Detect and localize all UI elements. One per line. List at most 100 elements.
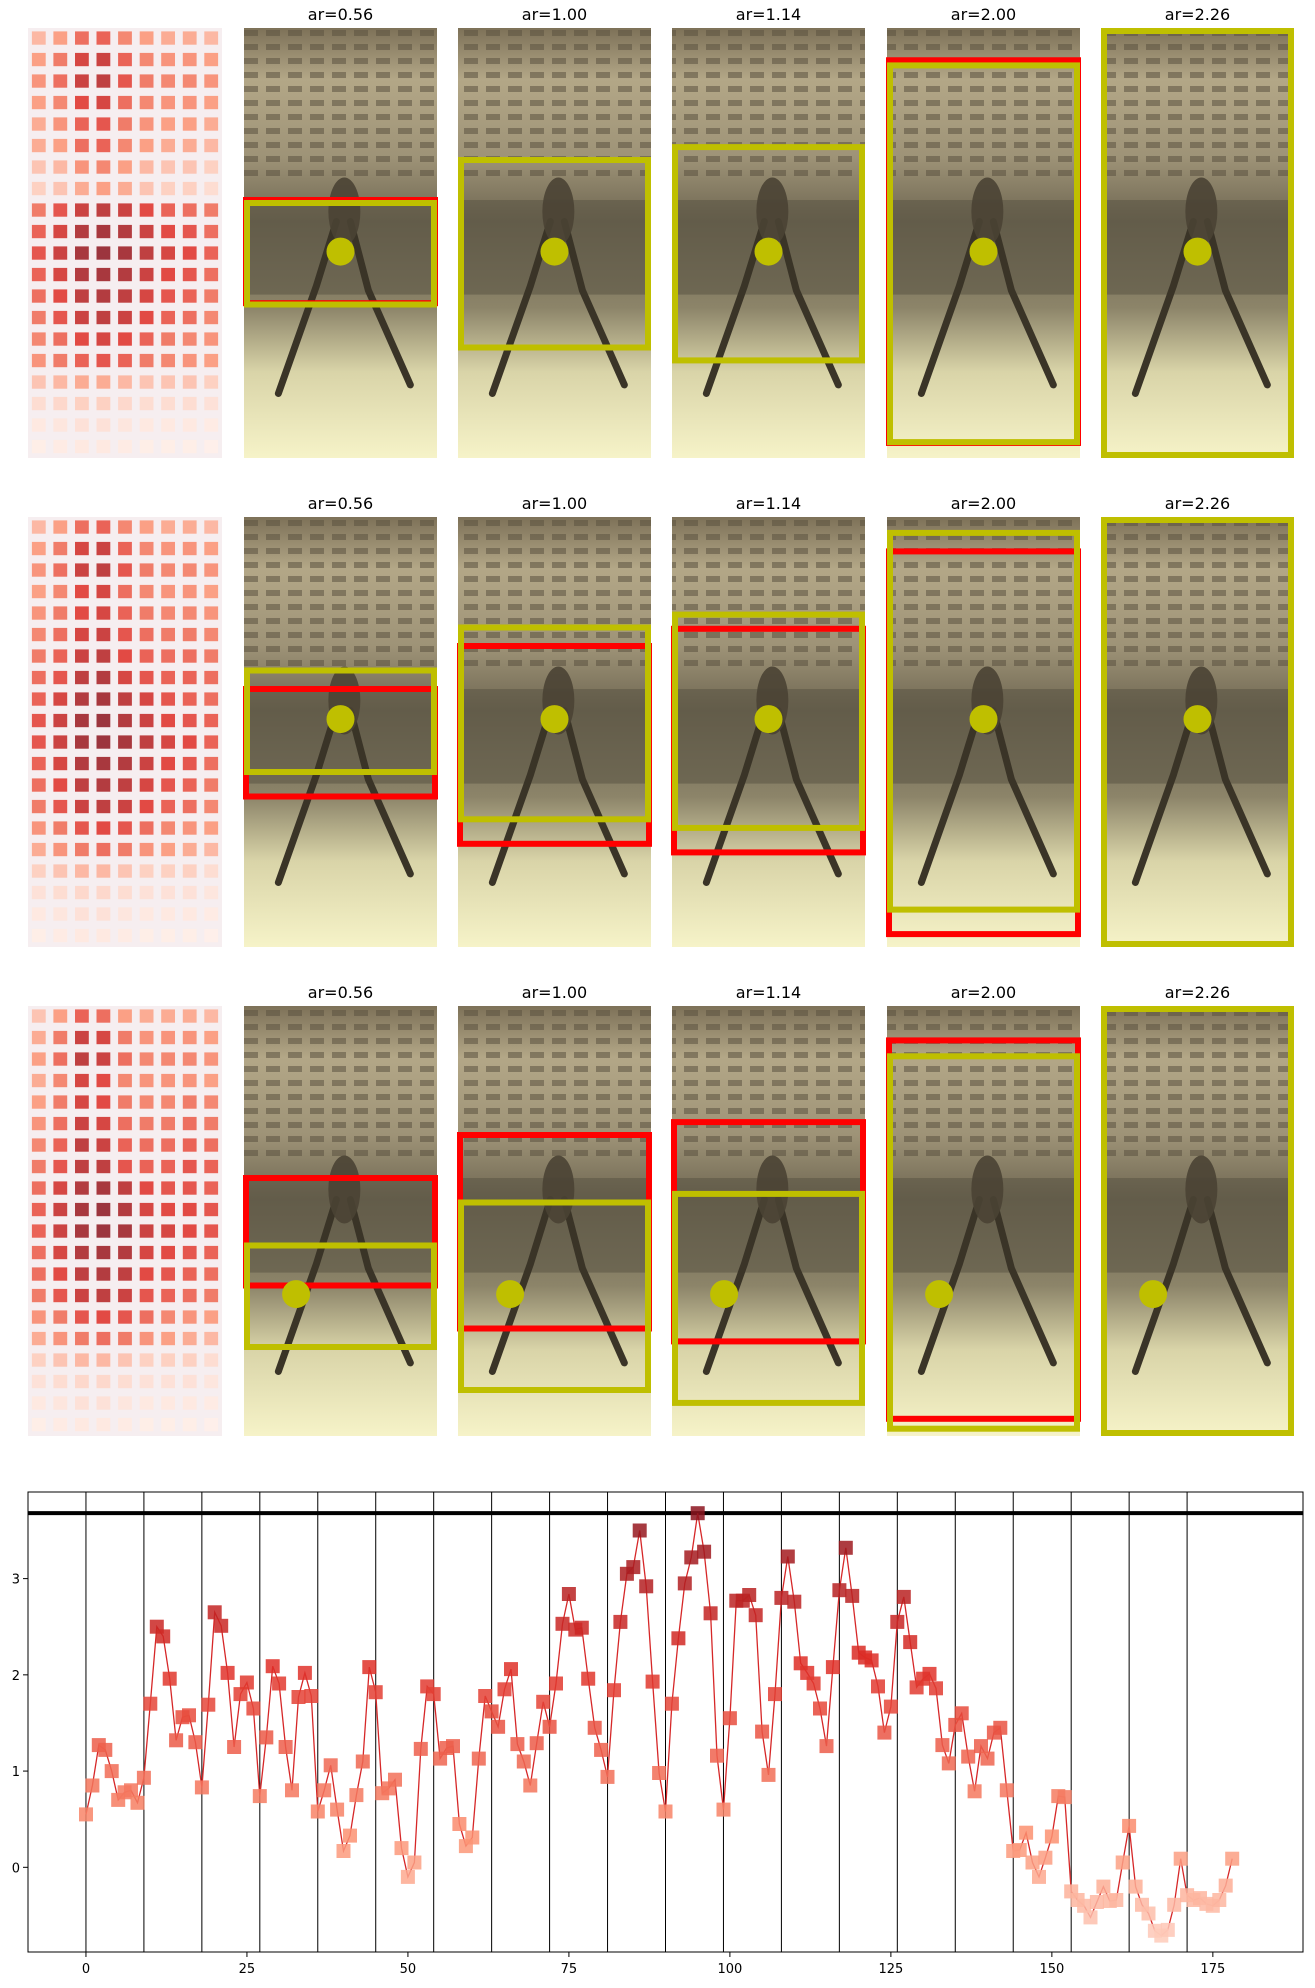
heatmap-cell [96, 1181, 111, 1195]
heatmap-cell [139, 1181, 154, 1195]
heatmap-cell [139, 670, 154, 685]
yellow-box [244, 667, 437, 775]
heatmap-cell [96, 1073, 111, 1088]
data-point [961, 1749, 976, 1764]
heatmap-cell [96, 778, 111, 792]
heatmap-cell [31, 756, 46, 771]
heatmap-cell [204, 1202, 219, 1217]
data-point [941, 1756, 956, 1771]
heatmap-cell [161, 332, 175, 346]
heatmap-cell [53, 52, 68, 67]
heatmap-cell [182, 332, 197, 346]
heatmap-cell [96, 418, 111, 432]
heatmap-cell [161, 1052, 175, 1066]
heatmap-cell [96, 692, 111, 706]
data-point [182, 1708, 196, 1723]
heatmap-cell [204, 1331, 219, 1346]
heatmap-cell [31, 396, 46, 411]
heatmap-cell [182, 1245, 197, 1260]
data-point [433, 1751, 448, 1766]
data-point [201, 1697, 216, 1712]
heatmap-cell [161, 1267, 175, 1281]
heatmap-cell [182, 439, 197, 454]
heatmap-cell [31, 310, 46, 325]
heatmap-cell [139, 310, 154, 325]
data-point [497, 1682, 512, 1697]
heatmap-cell [161, 1202, 175, 1217]
heatmap-cell [118, 1159, 132, 1174]
heatmap-cell [161, 885, 175, 900]
yellow-box [672, 611, 865, 831]
panel-r3-c2: ar=1.00 [457, 983, 652, 1436]
heatmap-cell [31, 1267, 46, 1281]
heatmap-cell [75, 520, 89, 534]
heatmap-cell [204, 842, 219, 857]
heatmap-cell [161, 31, 175, 45]
heatmap-cell [31, 246, 46, 260]
heatmap-cell [139, 821, 154, 835]
y-tick-label: 3 [12, 1573, 20, 1588]
heatmap-cell [204, 713, 219, 728]
data-point [162, 1671, 177, 1686]
stands-texture [887, 517, 1080, 672]
data-point [156, 1629, 171, 1644]
heatmap-cell [31, 203, 46, 217]
heatmap-cell [31, 1245, 46, 1260]
data-point [143, 1696, 158, 1711]
heatmap-cell [161, 606, 175, 620]
heatmap-cell [96, 203, 111, 217]
heatmap-cell [204, 864, 219, 878]
heatmap-cell [75, 203, 89, 217]
heatmap-cell [31, 1331, 46, 1346]
heatmap-cell [118, 1009, 132, 1023]
heatmap-cell [204, 1181, 219, 1195]
heatmap-cell [139, 1095, 154, 1109]
heatmap-cell [118, 289, 132, 303]
data-point [755, 1724, 770, 1739]
stands-texture [1101, 517, 1294, 672]
heatmap-cell [182, 821, 197, 835]
heatmap-cell [75, 606, 89, 620]
heatmap-cell [96, 756, 111, 771]
heatmap-cell [204, 627, 219, 642]
heatmap-cell [53, 1224, 68, 1238]
heatmap-cell [204, 649, 219, 663]
heatmap-cell [53, 160, 68, 174]
heatmap-cell [75, 52, 89, 67]
heatmap-cell [204, 267, 219, 282]
heatmap-cell [161, 821, 175, 835]
heatmap-cell [204, 1245, 219, 1260]
data-point [652, 1766, 667, 1780]
panel-r3-c4: ar=2.00 [886, 983, 1081, 1436]
heatmap-cell [161, 584, 175, 599]
heatmap-cell [139, 1073, 154, 1088]
heatmap-cell [75, 1138, 89, 1152]
data-point [523, 1778, 538, 1793]
heatmap-cell [31, 821, 46, 835]
heatmap-cell [75, 1159, 89, 1174]
face-marker [1183, 705, 1212, 734]
yellow-box [1101, 1006, 1294, 1436]
heatmap-cell [161, 1331, 175, 1346]
heatmap-cell [53, 584, 68, 599]
data-point [349, 1788, 364, 1803]
heatmap-cell [96, 821, 111, 835]
heatmap-cell [96, 1116, 111, 1131]
data-point [877, 1725, 892, 1740]
data-point [220, 1665, 235, 1680]
heatmap-cell [182, 563, 197, 577]
heatmap-cell [182, 842, 197, 857]
heatmap-cell [31, 1073, 46, 1088]
heatmap-cell [182, 1009, 197, 1023]
data-point [362, 1660, 377, 1675]
heatmap-cell [161, 203, 175, 217]
data-point [607, 1683, 621, 1698]
data-point [1032, 1869, 1046, 1884]
heatmap-cell [182, 864, 197, 878]
heatmap-cell [161, 713, 175, 728]
player-torso [756, 177, 789, 246]
panel-r3-c3: ar=1.14 [671, 983, 866, 1436]
heatmap-cell [53, 1073, 68, 1088]
x-tick-label: 125 [878, 1962, 903, 1977]
data-point [742, 1588, 757, 1602]
